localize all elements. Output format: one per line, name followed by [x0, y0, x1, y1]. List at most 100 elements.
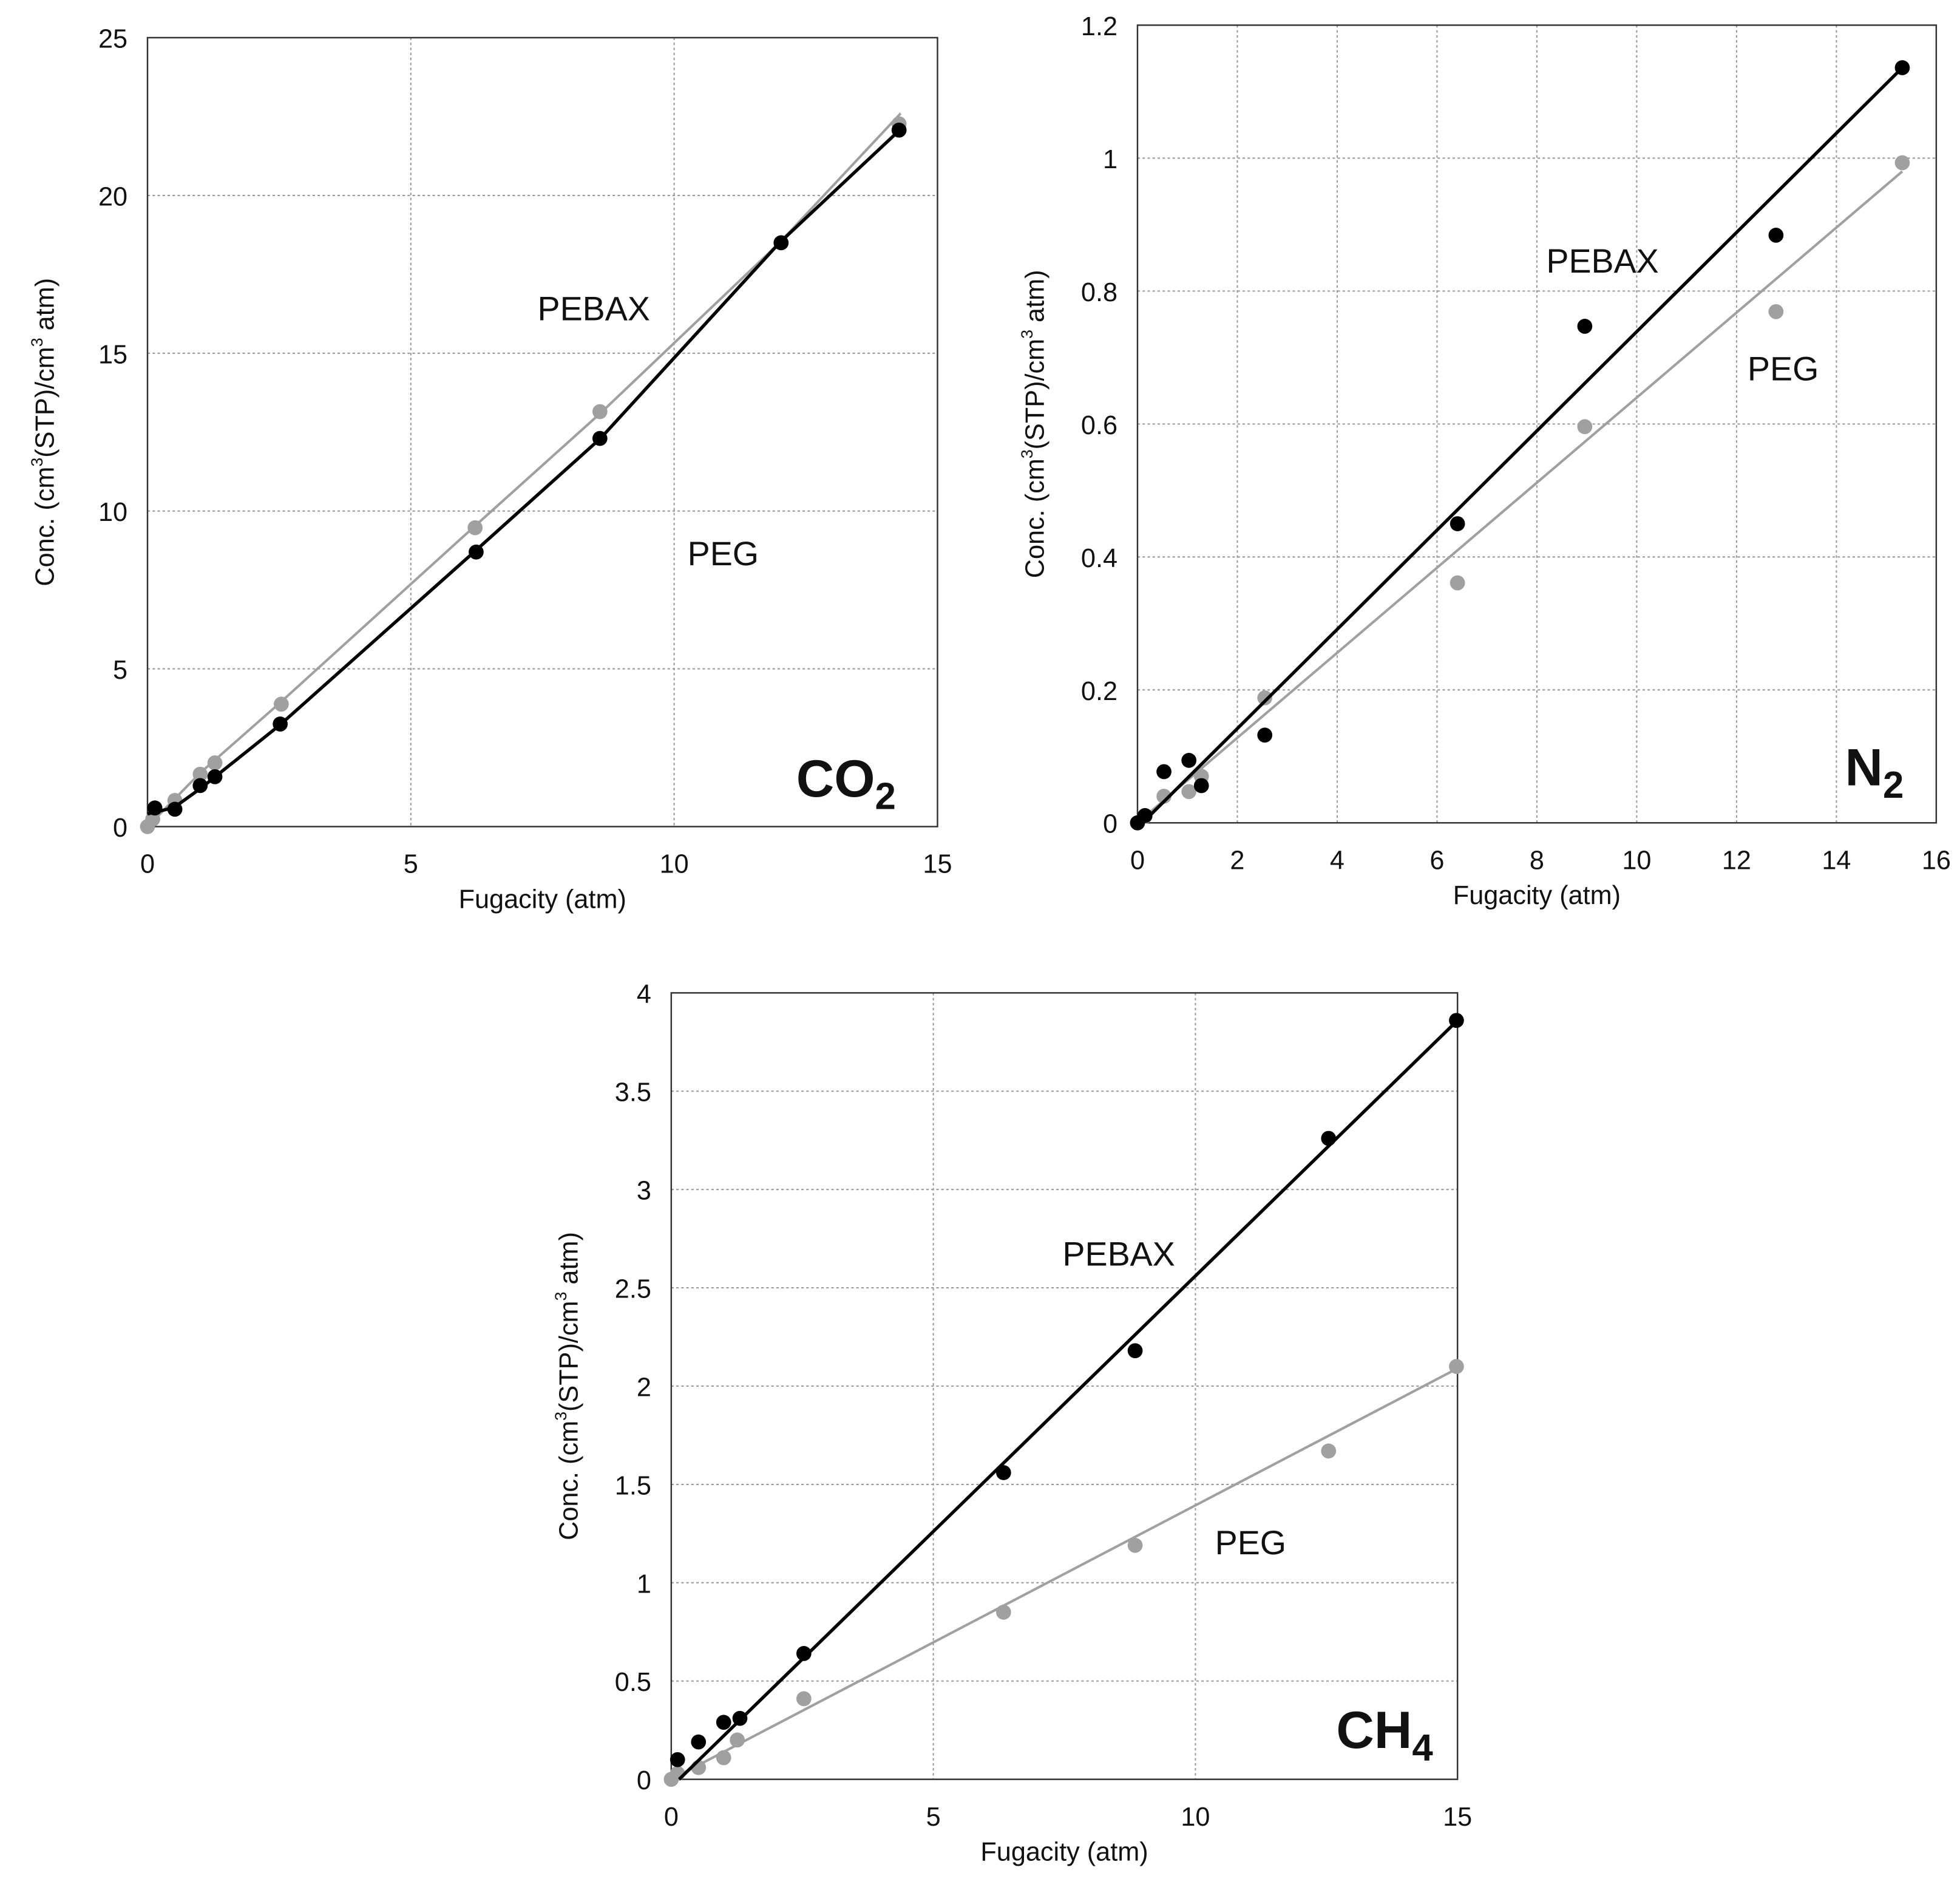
data-point-pebax [1193, 778, 1209, 794]
fit-line-peg [1136, 170, 1904, 824]
y-label-part: atm) [554, 1232, 583, 1291]
y-tick-label: 3 [637, 1177, 651, 1206]
fit-line-pebax [147, 127, 902, 816]
y-label-part: Conc. (cm [554, 1421, 583, 1540]
data-point-pebax [1181, 753, 1197, 768]
data-point-pebax [1257, 727, 1273, 743]
series-pebax [1130, 60, 1910, 831]
gas-label-main: CO [796, 750, 875, 808]
series-peg [1130, 155, 1910, 831]
gas-label-sub: 2 [875, 776, 896, 818]
series-peg [663, 1359, 1464, 1787]
data-point-pebax [691, 1734, 707, 1750]
data-point-pebax [1449, 1013, 1464, 1028]
series-label-pebax: PEBAX [538, 290, 650, 327]
data-point-pebax [670, 1752, 685, 1767]
data-point-peg [730, 1732, 745, 1748]
data-point-pebax [796, 1646, 812, 1661]
data-point-pebax [995, 1465, 1011, 1480]
data-point-pebax [167, 801, 183, 817]
y-label-sup: 3 [552, 1292, 570, 1301]
gas-label-sub: 4 [1412, 1727, 1433, 1769]
data-point-peg [274, 696, 289, 712]
data-point-pebax [273, 716, 288, 732]
gas-label: N2 [1845, 738, 1904, 806]
fit-line-peg [670, 1367, 1459, 1781]
x-tick-label: 0 [664, 1803, 679, 1832]
data-point-pebax [1156, 764, 1172, 780]
series-label-peg: PEG [1215, 1524, 1286, 1562]
y-label-part: Conc. (cm [1021, 458, 1050, 578]
y-tick-label: 10 [98, 498, 127, 527]
data-point-peg [1181, 784, 1197, 800]
x-tick-label: 5 [926, 1803, 941, 1832]
data-point-peg [670, 1766, 685, 1781]
data-point-peg [1449, 1359, 1464, 1374]
y-tick-label: 4 [637, 980, 651, 1009]
y-axis-label: Conc. (cm3(STP)/cm3 atm) [1018, 270, 1050, 578]
y-label-sup: 3 [1018, 330, 1036, 339]
data-point-peg [1577, 419, 1593, 435]
chart-1: 0 2 4 6 8 10 12 14 1600.20.40.60.811.2PEBAXPEGN2… [1018, 12, 1951, 910]
series-peg [140, 112, 907, 834]
x-tick-label: 5 [404, 850, 418, 879]
y-label-sup: 3 [552, 1412, 570, 1421]
data-point-peg [592, 404, 608, 420]
gas-label-main: CH [1336, 1701, 1412, 1759]
y-label-sup: 3 [1018, 449, 1036, 458]
series-label-peg: PEG [1748, 350, 1819, 387]
y-tick-label: 3.5 [615, 1078, 651, 1107]
x-tick-label: 10 [1181, 1803, 1210, 1832]
data-point-peg [1257, 690, 1273, 706]
series-pebax [147, 122, 907, 817]
data-point-pebax [716, 1715, 731, 1730]
data-point-pebax [192, 778, 208, 794]
y-tick-label: 0 [113, 814, 127, 843]
x-tick-label: 15 [1443, 1803, 1472, 1832]
y-label-part: (STP)/cm [1021, 339, 1050, 450]
gas-label: CO2 [796, 750, 896, 818]
chart-2: 0 5 10 1500.511.522.533.54PEBAXPEGCH4Fugaci… [552, 980, 1472, 1867]
plot-frame [670, 992, 1459, 1780]
y-tick-label: 0.4 [1081, 544, 1117, 573]
y-tick-label: 0.6 [1081, 411, 1117, 440]
data-point-pebax [1450, 516, 1465, 531]
data-point-pebax [1894, 60, 1910, 75]
data-point-peg [796, 1691, 812, 1707]
x-tick-label: 2 [1230, 846, 1244, 875]
y-tick-label: 0 [637, 1766, 651, 1795]
data-point-peg [1321, 1443, 1337, 1459]
y-tick-label: 5 [113, 656, 127, 685]
y-tick-label: 25 [98, 25, 127, 54]
data-point-pebax [1127, 1343, 1143, 1359]
y-tick-label: 0.5 [615, 1668, 651, 1697]
y-tick-label: 1.2 [1081, 12, 1117, 41]
series-label-peg: PEG [688, 535, 759, 573]
y-tick-label: 1 [637, 1569, 651, 1599]
x-tick-label: 0 [140, 850, 155, 879]
y-tick-label: 1.5 [615, 1471, 651, 1500]
x-tick-label: 0 [1130, 846, 1145, 875]
y-label-sup: 3 [28, 338, 46, 347]
y-tick-label: 0.8 [1081, 278, 1117, 307]
plot-frame [1136, 24, 1938, 824]
gas-label: CH4 [1336, 1701, 1433, 1769]
data-point-pebax [207, 769, 223, 784]
gas-label-sub: 2 [1883, 764, 1904, 806]
y-tick-label: 2.5 [615, 1275, 651, 1304]
y-axis-label: Conc. (cm3(STP)/cm3 atm) [28, 278, 60, 586]
y-label-part: atm) [31, 278, 60, 338]
fit-line-pebax [677, 1019, 1459, 1781]
x-tick-label: 16 [1922, 846, 1951, 875]
x-axis-label: Fugacity (atm) [1453, 881, 1621, 910]
data-point-peg [1450, 575, 1465, 591]
data-point-peg [995, 1605, 1011, 1620]
y-tick-label: 2 [637, 1373, 651, 1402]
y-label-part: atm) [1021, 270, 1050, 329]
series-label-pebax: PEBAX [1062, 1235, 1175, 1273]
data-point-peg [1894, 155, 1910, 171]
data-point-pebax [1137, 807, 1153, 823]
x-tick-label: 6 [1429, 846, 1444, 875]
y-tick-label: 15 [98, 340, 127, 369]
x-tick-label: 12 [1722, 846, 1751, 875]
